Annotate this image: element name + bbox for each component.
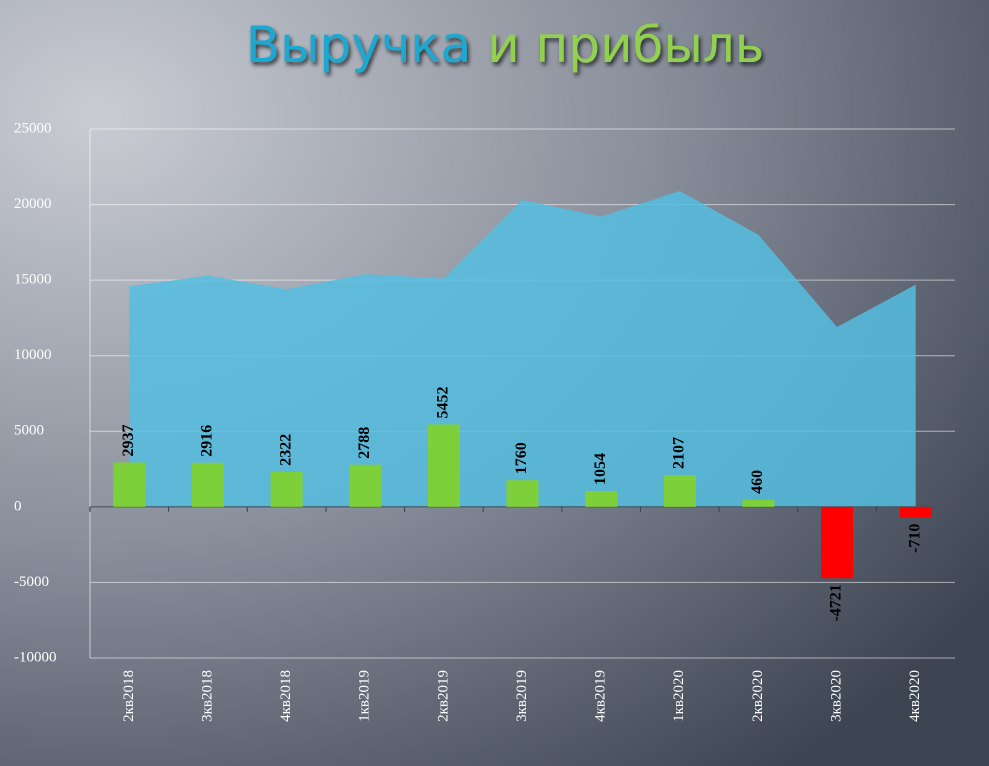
- value-label: -710: [906, 524, 923, 553]
- x-tick-label: 4кв2019: [593, 670, 609, 722]
- value-label: 2916: [199, 425, 216, 457]
- bar: [821, 506, 854, 579]
- title-part: Выручка: [246, 16, 472, 74]
- bar: [113, 462, 146, 507]
- x-tick-label: 2кв2020: [750, 670, 766, 722]
- x-tick-label: 1кв2020: [671, 670, 687, 722]
- bar: [899, 506, 932, 518]
- area: [129, 190, 916, 507]
- x-tick-label: 1кв2019: [357, 670, 373, 722]
- x-tick-label: 2кв2019: [435, 670, 451, 722]
- bar: [585, 490, 618, 507]
- y-tick-label: 15000: [14, 272, 52, 288]
- bar: [663, 475, 696, 507]
- y-tick-label: 0: [14, 498, 22, 514]
- x-tick-label: 4кв2020: [907, 670, 923, 722]
- value-label: 1054: [592, 453, 609, 485]
- x-tick-label: 2кв2018: [121, 670, 137, 722]
- value-label: 2788: [356, 427, 373, 459]
- value-label: 1760: [513, 442, 530, 474]
- value-label: 2937: [120, 424, 137, 456]
- bar: [427, 424, 460, 507]
- value-label: 2322: [277, 434, 294, 466]
- y-tick-label: 25000: [14, 120, 52, 136]
- value-label: 460: [749, 470, 766, 494]
- y-tick-label: 20000: [14, 196, 52, 212]
- bar: [349, 464, 382, 507]
- y-tick-label: -10000: [14, 649, 57, 665]
- x-tick-label: 4кв2018: [278, 670, 294, 722]
- x-tick-label: 3кв2019: [514, 670, 530, 722]
- y-tick-label: -5000: [14, 574, 49, 590]
- bar: [270, 471, 303, 507]
- chart-title: Выручка и прибыль: [246, 16, 764, 74]
- x-tick-label: 3кв2020: [828, 670, 844, 722]
- bar: [742, 499, 775, 507]
- title-part: и прибыль: [487, 16, 764, 74]
- value-label: 2107: [670, 437, 687, 469]
- x-tick-label: 3кв2018: [199, 670, 215, 722]
- value-label: -4721: [828, 584, 845, 621]
- bar: [506, 480, 539, 507]
- y-tick-label: 5000: [14, 423, 44, 439]
- bar: [191, 462, 224, 507]
- y-tick-label: 10000: [14, 347, 52, 363]
- value-label: 5452: [435, 386, 452, 418]
